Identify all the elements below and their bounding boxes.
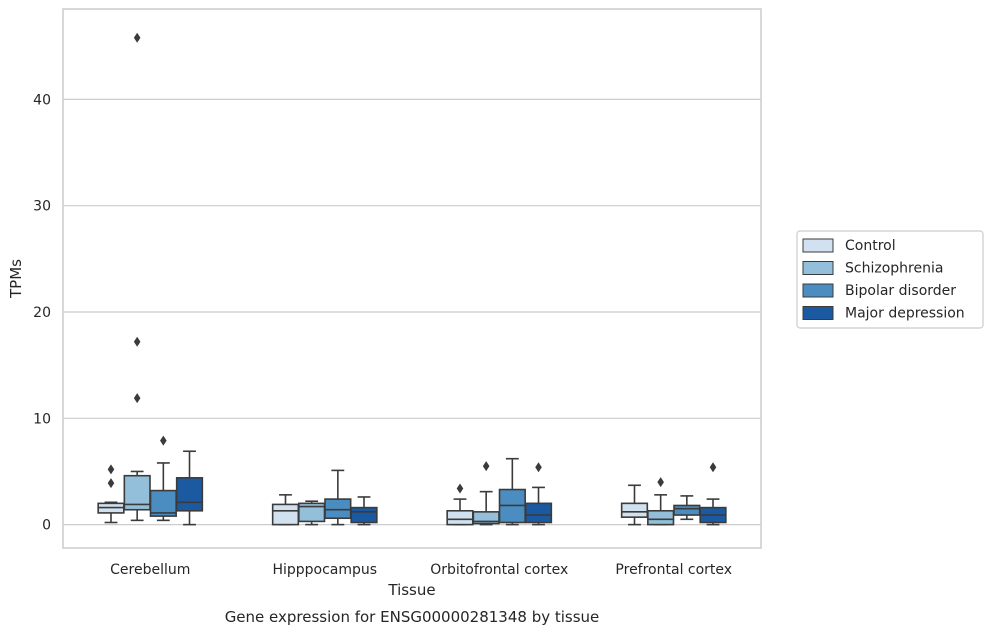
x-tick-label: Prefrontal cortex <box>615 562 732 578</box>
box-schizophrenia <box>123 32 151 522</box>
plot-frame <box>62 8 762 549</box>
grid-lines <box>63 98 761 526</box>
outlier-point <box>456 483 464 494</box>
outlier-point <box>657 477 664 488</box>
box-iqr <box>271 503 300 526</box>
legend-label: Schizophrenia <box>845 261 943 277</box>
box-schizophrenia <box>472 461 500 526</box>
box-series <box>97 32 727 526</box>
legend-swatch <box>802 238 834 253</box>
x-tick-label: Cerebellum <box>110 562 190 578</box>
legend-label: Major depression <box>845 306 965 322</box>
outlier-point <box>709 462 717 473</box>
box-iqr <box>647 509 675 526</box>
y-axis-label: TPMs <box>7 259 25 299</box>
box-schizophrenia <box>647 477 675 526</box>
y-tick-label: 30 <box>33 199 51 215</box>
outlier-point <box>107 478 115 489</box>
box-schizophrenia <box>298 500 326 526</box>
box-iqr <box>446 509 474 526</box>
box-iqr <box>350 506 378 524</box>
legend-label: Control <box>845 238 896 254</box>
legend-swatch <box>802 261 834 275</box>
y-tick-label: 20 <box>33 305 51 321</box>
outlier-point <box>482 461 490 472</box>
box-iqr <box>620 502 649 518</box>
x-axis-label: Tissue <box>387 581 435 599</box>
legend: Control Schizophrenia Bipolar disorder Majo… <box>796 230 984 329</box>
y-tick-label: 0 <box>42 518 51 534</box>
box-iqr <box>324 498 352 520</box>
box-major-depression <box>350 496 378 526</box>
outlier-point <box>535 462 542 473</box>
outlier-point <box>133 336 141 347</box>
box-bipolar-disorder <box>324 469 352 526</box>
legend-swatch <box>802 283 834 298</box>
box-major-depression <box>699 462 727 526</box>
y-tick-label: 40 <box>33 92 51 108</box>
outlier-point <box>133 32 141 43</box>
box-bipolar-disorder <box>149 435 177 522</box>
box-iqr <box>673 504 701 516</box>
box-iqr <box>524 502 553 524</box>
box-control <box>446 483 474 526</box>
box-control <box>620 484 649 526</box>
y-tick-label: 10 <box>33 411 51 427</box>
figure-caption: Gene expression for ENSG00000281348 by t… <box>225 608 600 626</box>
box-bipolar-disorder <box>673 495 701 521</box>
box-iqr <box>175 477 204 512</box>
legend-label: Bipolar disorder <box>845 283 956 299</box>
box-control <box>271 494 300 526</box>
x-tick-labels: Cerebellum Hipppocampus Orbitofrontal cort… <box>110 562 732 578</box>
outlier-point <box>133 393 141 404</box>
x-tick-label: Orbitofrontal cortex <box>430 562 568 578</box>
box-major-depression <box>524 462 553 526</box>
legend-frame <box>796 230 984 329</box>
box-bipolar-disorder <box>498 457 526 526</box>
outlier-point <box>160 435 167 446</box>
x-tick-label: Hipppocampus <box>272 562 377 578</box>
box-control <box>97 464 125 524</box>
y-tick-labels: 0 10 20 30 40 <box>33 92 51 533</box>
outlier-point <box>107 464 115 475</box>
legend-swatch <box>802 306 834 320</box>
box-major-depression <box>175 450 204 526</box>
